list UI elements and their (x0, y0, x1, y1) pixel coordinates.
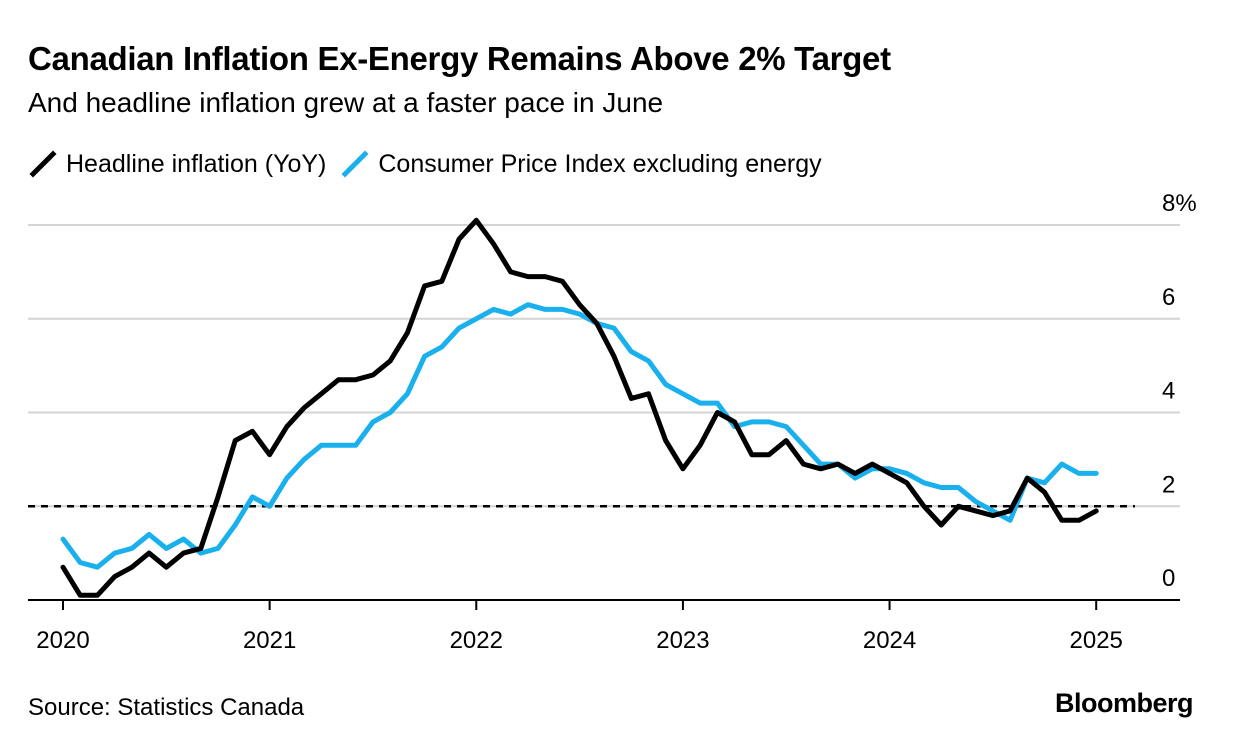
x-tick-label: 2025 (1070, 627, 1123, 654)
legend-item-headline: Headline inflation (YoY) (28, 149, 326, 179)
y-tick-label: 8% (1162, 190, 1197, 217)
brand-logo: Bloomberg (1054, 688, 1194, 718)
legend-swatch-ex-energy-line (341, 150, 369, 178)
y-tick-label: 2 (1162, 471, 1175, 498)
series-line-ex-energy (60, 302, 1099, 570)
x-tick-label: 2020 (36, 627, 89, 654)
series-line-headline (60, 217, 1099, 598)
legend-swatch-ex-energy (341, 150, 369, 178)
x-tick-label: 2024 (863, 627, 916, 654)
y-tick-label: 6 (1162, 284, 1175, 311)
y-tick-label: 4 (1162, 378, 1175, 405)
y-tick-label: 0 (1162, 565, 1175, 592)
x-tick-label: 2021 (243, 627, 296, 654)
source-note: Source: Statistics Canada (28, 694, 305, 721)
legend-label-ex-energy: Consumer Price Index excluding energy (378, 149, 822, 178)
chart-title: Canadian Inflation Ex-Energy Remains Abo… (28, 40, 891, 77)
chart-legend: Headline inflation (YoY) Consumer Price … (28, 147, 836, 181)
chart-subtitle: And headline inflation grew at a faster … (28, 87, 664, 118)
legend-swatch-headline (29, 150, 57, 178)
x-tick-label: 2022 (450, 627, 503, 654)
x-tick-label: 2023 (656, 627, 709, 654)
legend-swatch-headline-line (29, 150, 57, 178)
legend-label-headline: Headline inflation (YoY) (66, 149, 327, 178)
legend-item-ex-energy: Consumer Price Index excluding energy (340, 149, 822, 179)
